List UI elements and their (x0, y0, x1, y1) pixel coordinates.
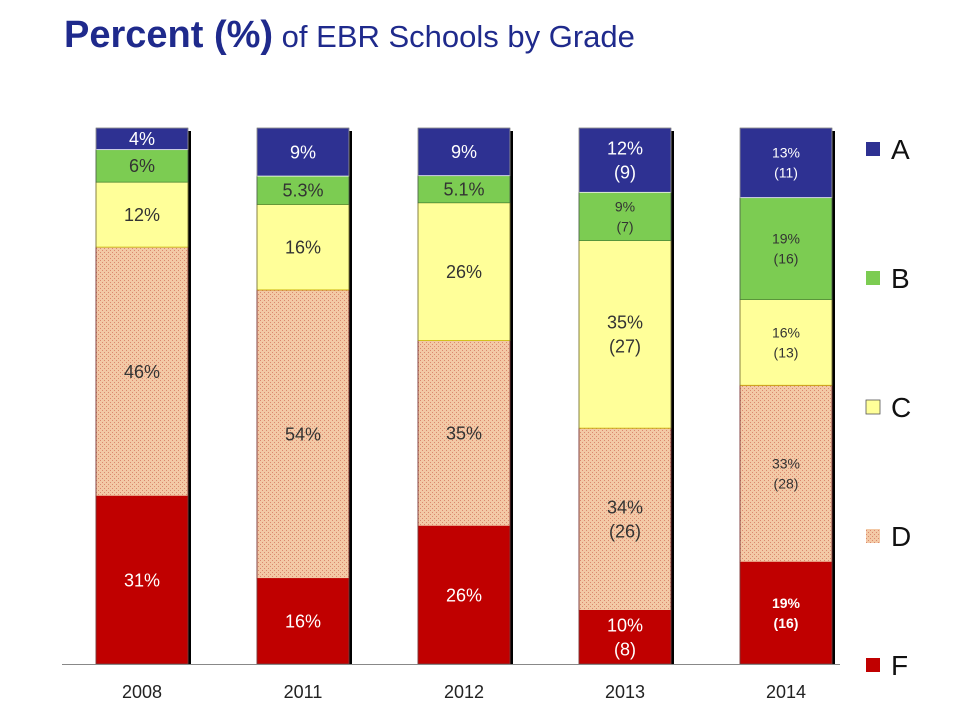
data-label-b-2014-line2: (16) (774, 251, 799, 267)
data-label-b-2008: 6% (129, 156, 155, 176)
bar-segment-f-2014 (739, 561, 833, 665)
data-label-c-2013-line2: (27) (609, 337, 641, 357)
x-tick-label-2014: 2014 (766, 682, 806, 702)
data-label-f-2013-line1: 10% (607, 616, 643, 636)
bar-segment-a-2012 (417, 127, 511, 177)
data-label-c-2011: 16% (285, 237, 321, 257)
data-label-a-2014-line1: 13% (772, 145, 800, 161)
legend-swatch-c (865, 399, 881, 415)
legend: A B C D F (865, 134, 911, 681)
data-label-f-2014-line1: 19% (772, 595, 801, 611)
x-tick-label-2008: 2008 (122, 682, 162, 702)
bar-segment-c-2013 (578, 240, 672, 429)
bar-segment-c-2011 (256, 204, 350, 291)
data-label-d-2012: 35% (446, 424, 482, 444)
data-label-f-2014-line2: (16) (774, 615, 799, 631)
bar-segment-f-2013 (578, 610, 672, 665)
chart-title-bold: Percent (%) (64, 14, 274, 56)
x-tick-label-2013: 2013 (605, 682, 645, 702)
bar-segment-c-2012 (417, 202, 511, 341)
legend-swatch-b (866, 271, 880, 285)
bar-segment-d-2011 (256, 289, 350, 579)
data-label-a-2008: 4% (129, 129, 155, 149)
data-label-c-2012: 26% (446, 262, 482, 282)
bar-segment-c-2014 (739, 299, 833, 386)
bar-segment-b-2012 (417, 175, 511, 204)
bar-segment-d-2008 (95, 246, 189, 497)
chart-title-rest: of EBR Schools by Grade (273, 19, 635, 54)
data-label-f-2012: 26% (446, 585, 482, 605)
data-label-f-2011: 16% (285, 612, 321, 632)
x-tick-label-2011: 2011 (284, 682, 323, 702)
bar-segment-d-2012 (417, 340, 511, 527)
data-label-a-2013-line2: (9) (614, 162, 636, 182)
bar-segment-d-2013 (578, 427, 672, 611)
data-label-c-2014-line2: (13) (774, 344, 799, 360)
bar-segment-d-2014 (739, 384, 833, 563)
bar-segment-b-2014 (739, 197, 833, 300)
data-label-a-2012: 9% (451, 142, 477, 162)
legend-label-b: B (891, 263, 910, 294)
bar-segment-b-2008 (95, 149, 189, 183)
data-label-c-2008: 12% (124, 205, 160, 225)
data-label-a-2011: 9% (290, 142, 316, 162)
x-axis: 2008 2011 2012 2013 2014 (122, 682, 806, 702)
data-label-b-2011: 5.3% (282, 181, 323, 201)
bar-segment-c-2008 (95, 181, 189, 248)
data-label-c-2014-line1: 16% (772, 324, 800, 340)
data-label-f-2013-line2: (8) (614, 640, 636, 660)
legend-swatch-d (866, 529, 880, 543)
data-label-b-2014-line1: 19% (772, 231, 800, 247)
legend-swatch-f (866, 658, 880, 672)
data-label-b-2013-line1: 9% (615, 198, 635, 214)
bar-segment-a-2011 (256, 127, 350, 177)
legend-swatch-a (866, 142, 880, 156)
data-label-c-2013-line1: 35% (607, 313, 643, 333)
data-label-d-2013-line2: (26) (609, 522, 641, 542)
legend-label-d: D (891, 521, 911, 552)
data-label-a-2014-line2: (11) (774, 165, 798, 181)
data-label-d-2011: 54% (285, 425, 321, 445)
bars-group: 31% 46% 12% 6% 4% 16% 54% 16% 5.3% 9% 26% 35% 26% 5.1… (95, 127, 835, 665)
data-label-d-2014-line2: (28) (774, 476, 799, 492)
chart-title: Percent (%) of EBR Schools by Grade (64, 14, 635, 57)
data-label-f-2008: 31% (124, 570, 160, 590)
bar-segment-f-2012 (417, 525, 511, 665)
data-label-a-2013-line1: 12% (607, 138, 643, 158)
bar-segment-a-2014 (739, 127, 833, 199)
data-label-d-2013-line1: 34% (607, 498, 643, 518)
legend-label-c: C (891, 392, 911, 423)
data-label-b-2012: 5.1% (443, 180, 484, 200)
x-tick-label-2012: 2012 (444, 682, 484, 702)
legend-label-f: F (891, 650, 908, 681)
data-label-b-2013-line2: (7) (616, 218, 633, 234)
data-label-d-2014-line1: 33% (772, 456, 800, 472)
bar-segment-a-2013 (578, 127, 672, 193)
data-label-d-2008: 46% (124, 362, 160, 382)
legend-label-a: A (891, 134, 910, 165)
